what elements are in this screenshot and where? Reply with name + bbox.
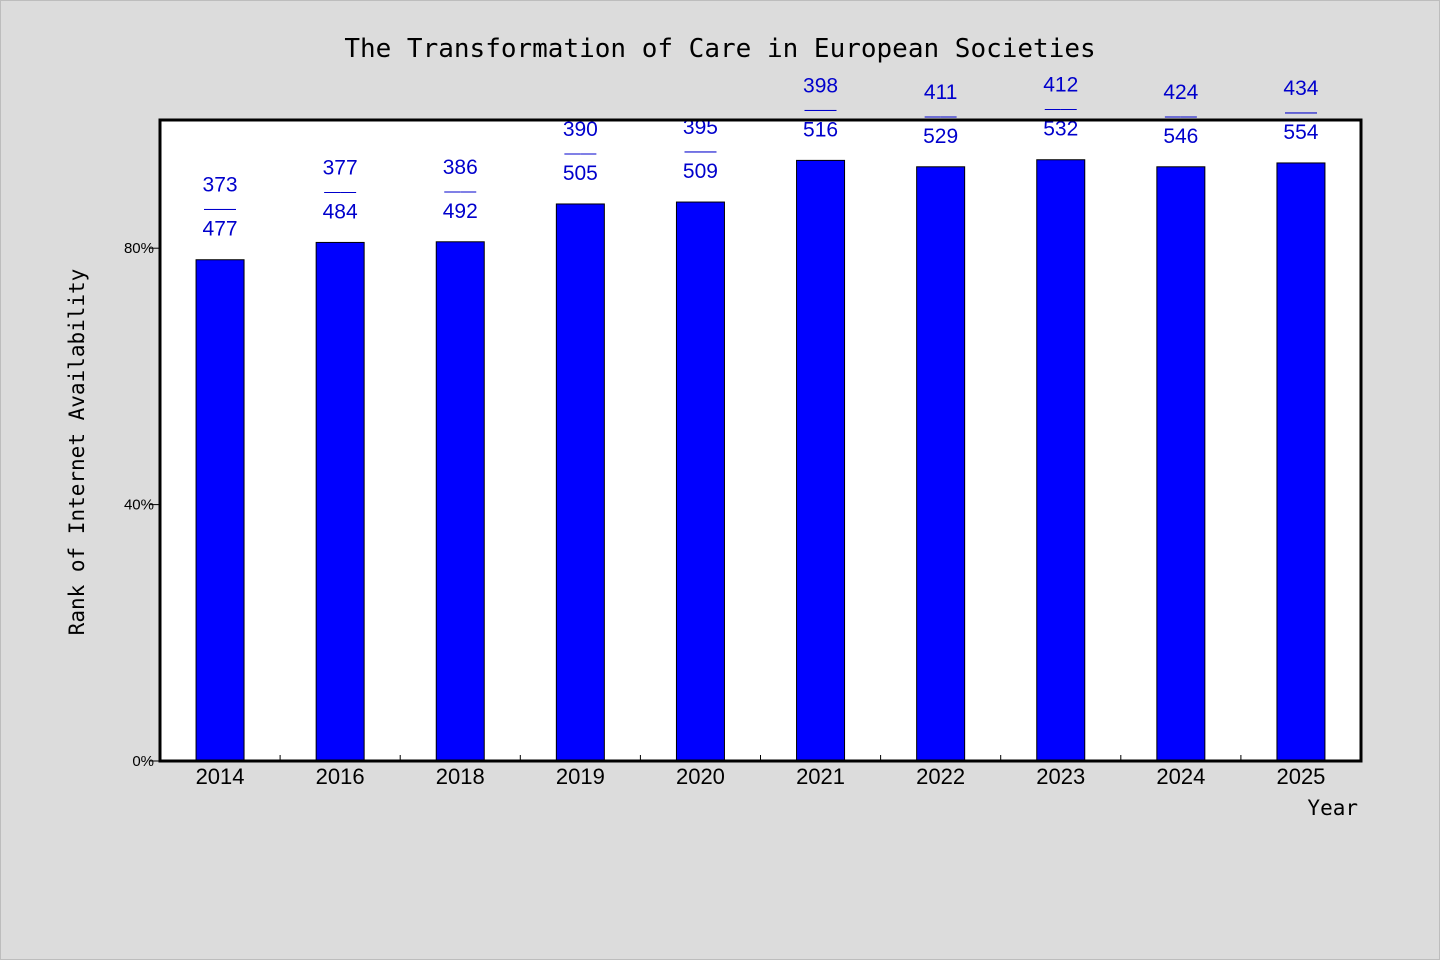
bar-label-separator: ——	[204, 201, 236, 218]
bar-label-separator: ——	[805, 101, 837, 118]
bar-2023	[1036, 159, 1086, 762]
bar-label-separator: ——	[1285, 104, 1317, 121]
x-tick-label: 2014	[196, 764, 245, 789]
x-tick-label: 2025	[1276, 764, 1325, 789]
bar-label-top: 395	[683, 116, 718, 139]
bar-2014	[195, 259, 245, 762]
bar-label-bottom: 532	[1043, 118, 1078, 141]
y-tick-label: 80%	[124, 240, 154, 257]
x-tick-label: 2023	[1036, 764, 1085, 789]
plot-frame	[158, 118, 1363, 763]
bar-label-top: 411	[924, 81, 957, 104]
chart-title: The Transformation of Care in European S…	[344, 34, 1096, 64]
bar-label-bottom: 484	[323, 200, 358, 223]
bar-label-separator: ——	[684, 143, 716, 160]
bar-label-top: 434	[1283, 77, 1318, 100]
bar-label-separator: ——	[1045, 101, 1077, 118]
bar-label-bottom: 505	[563, 162, 598, 185]
bar-label-separator: ——	[444, 183, 476, 200]
x-tick-label: 2016	[316, 764, 365, 789]
x-tick-label: 2022	[916, 764, 965, 789]
bar-2016	[315, 241, 365, 762]
bar-label-top: 373	[203, 174, 238, 197]
bar-label-separator: ——	[925, 108, 957, 125]
bar-label-bottom: 477	[203, 218, 238, 241]
bar-2022	[916, 166, 966, 762]
bar-label-top: 412	[1043, 74, 1078, 97]
bar-2024	[1156, 166, 1206, 762]
x-tick-label: 2020	[676, 764, 725, 789]
x-axis-label: Year	[1307, 796, 1358, 820]
y-tick-label: 0%	[132, 753, 154, 770]
bar-label-top: 390	[563, 118, 598, 141]
bar-label-separator: ——	[324, 183, 356, 200]
bar-label-top: 386	[443, 156, 478, 179]
x-tick-label: 2024	[1156, 764, 1205, 789]
bar-label-top: 424	[1163, 81, 1198, 104]
bar-label-bottom: 516	[803, 118, 838, 141]
bar-2020	[675, 201, 725, 762]
bar-label-top: 398	[803, 74, 838, 97]
bar-2019	[555, 203, 605, 762]
bar-label-bottom: 554	[1283, 121, 1318, 144]
bar-label-top: 377	[323, 156, 358, 179]
bar-label-bottom: 509	[683, 160, 718, 183]
bar-2025	[1276, 162, 1326, 762]
x-tick-label: 2018	[436, 764, 485, 789]
bar-label-bottom: 492	[443, 200, 478, 223]
x-tick-label: 2019	[556, 764, 605, 789]
y-tick-label: 40%	[124, 497, 154, 514]
bar-label-bottom: 529	[923, 125, 958, 148]
bar-label-separator: ——	[564, 145, 596, 162]
x-tick-label: 2021	[796, 764, 845, 789]
bar-2018	[435, 241, 485, 762]
bar-label-bottom: 546	[1163, 125, 1198, 148]
bar-2021	[796, 159, 846, 762]
bar-label-separator: ——	[1165, 108, 1197, 125]
